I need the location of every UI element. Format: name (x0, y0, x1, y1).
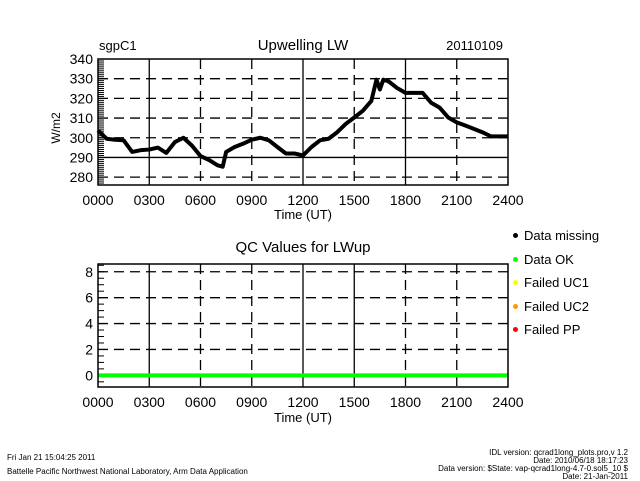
x-tick-label: 1800 (390, 394, 421, 410)
legend-marker-icon (513, 256, 518, 262)
x-tick-label: 2100 (441, 192, 472, 208)
legend-item: Failed PP (513, 322, 580, 337)
x-tick-label: 1800 (390, 192, 421, 208)
plot-frame (97, 58, 509, 186)
footer-data-date: Date: 21-Jan-2011 (562, 472, 628, 481)
site-label: sgpC1 (99, 38, 137, 53)
bottom-plot: 0 2 4 6 8 0000 0300 0600 0900 1200 1500 1800 2100 240… (82, 263, 524, 410)
series-line (96, 77, 508, 169)
y-tick-label: 2 (85, 341, 93, 357)
legend-marker-icon (513, 303, 518, 309)
y-tick-label: 300 (70, 130, 94, 146)
y-tick-label: 0 (85, 367, 93, 383)
legend-marker-icon (513, 280, 518, 285)
x-tick-label: 0900 (236, 394, 267, 410)
x-tick-label: 0900 (236, 192, 267, 208)
x-tick-label: 1200 (287, 192, 318, 208)
x-tick-label: 1500 (339, 192, 370, 208)
x-tick-label: 0000 (82, 394, 113, 410)
footer-data-version: Data version: $State: vap-qcrad1long-4.7… (438, 464, 628, 473)
x-tick-label: 2100 (441, 394, 472, 410)
top-xlabel: Time (UT) (274, 207, 332, 222)
legend-label: Data OK (524, 251, 574, 267)
legend-label: Failed PP (524, 322, 581, 337)
y-tick-label: 340 (70, 51, 94, 67)
x-tick-label: 0300 (134, 394, 165, 410)
date-label: 20110109 (446, 38, 503, 53)
x-tick-label: 2400 (492, 192, 523, 208)
plot-frame (97, 263, 509, 388)
top-chart-title: Upwelling LW (258, 37, 349, 54)
legend-label: Failed UC2 (524, 298, 590, 314)
y-tick-label: 310 (70, 110, 94, 126)
footer-idl-date: Date: 2010/06/18 18:17:23 (533, 456, 628, 465)
x-tick-label: 0000 (82, 192, 113, 208)
footer-timestamp: Fri Jan 21 15:04:25 2011 (7, 453, 96, 462)
y-tick-label: 330 (70, 71, 94, 87)
y-tick-label: 320 (70, 90, 94, 106)
x-tick-label: 2400 (492, 394, 523, 410)
x-tick-label: 1200 (287, 394, 318, 410)
legend-item: Data missing (513, 228, 599, 243)
top-ylabel: W/m2 (49, 112, 63, 144)
legend-item: Failed UC2 (513, 299, 589, 314)
x-tick-label: 0300 (134, 192, 165, 208)
legend-item: Failed UC1 (513, 275, 589, 290)
bottom-xlabel: Time (UT) (274, 410, 332, 425)
bottom-chart-title: QC Values for LWup (235, 239, 370, 256)
x-tick-label: 0600 (185, 192, 216, 208)
x-tick-label: 0600 (185, 394, 216, 410)
legend-label: Failed UC1 (524, 275, 590, 290)
y-tick-label: 290 (70, 149, 94, 165)
footer-org: Battelle Pacific Northwest National Labo… (7, 467, 248, 476)
footer-idl-version: IDL version: qcrad1long_plots.pro,v 1.2 (489, 448, 628, 457)
y-tick-label: 4 (85, 316, 93, 332)
x-tick-label: 1500 (339, 394, 370, 410)
legend-item: Data OK (513, 252, 574, 267)
y-tick-label: 8 (85, 264, 93, 280)
y-tick-label: 6 (85, 290, 93, 306)
y-tick-label: 280 (70, 169, 94, 185)
top-plot: 280 290 300 310 320 330 340 0000 0300 0600 0900 120… (70, 51, 524, 208)
legend-label: Data missing (524, 228, 600, 243)
legend-marker-icon (513, 233, 518, 238)
legend-marker-icon (513, 327, 518, 332)
